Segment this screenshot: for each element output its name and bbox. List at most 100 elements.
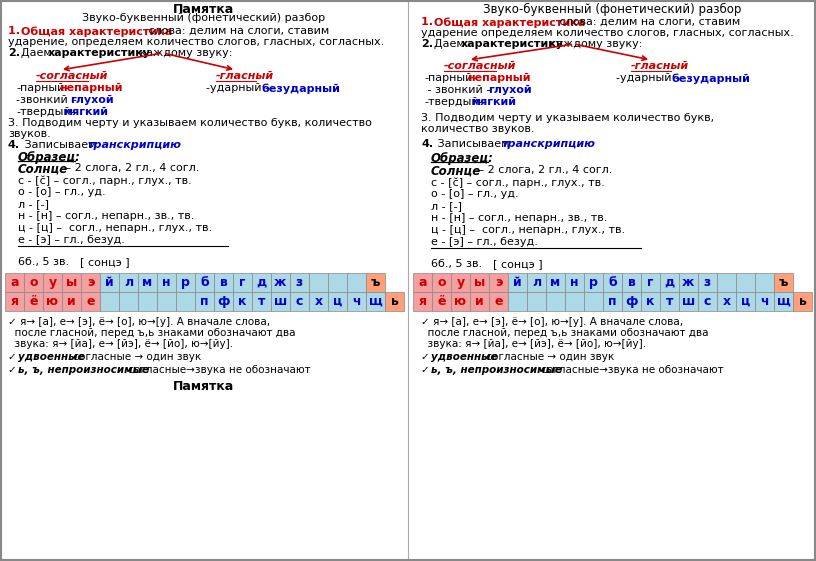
Text: т: т <box>258 295 265 308</box>
Text: глухой: глухой <box>488 85 532 95</box>
Text: Образец:: Образец: <box>18 151 81 164</box>
Text: слова: делим на слоги, ставим: слова: делим на слоги, ставим <box>145 26 329 36</box>
Text: с - [с̆] – согл., парн., глух., тв.: с - [с̆] – согл., парн., глух., тв. <box>18 175 192 186</box>
Bar <box>328 273 347 292</box>
Text: х: х <box>314 295 322 308</box>
Text: ы: ы <box>474 276 486 289</box>
Bar <box>774 273 793 292</box>
Bar <box>432 292 451 311</box>
Text: 3. Подводим черту и указываем количество букв, количество: 3. Подводим черту и указываем количество… <box>8 118 372 128</box>
Bar <box>24 292 43 311</box>
Bar <box>214 273 233 292</box>
Text: н - [н] – согл., непарн., зв., тв.: н - [н] – согл., непарн., зв., тв. <box>431 213 607 223</box>
Text: Звуко-буквенный (фонетический) разбор: Звуко-буквенный (фонетический) разбор <box>82 13 326 23</box>
Bar <box>138 273 157 292</box>
Text: характеристику: характеристику <box>461 39 564 49</box>
Text: согласные → один звук: согласные → один звук <box>70 352 202 362</box>
Text: к: к <box>238 295 246 308</box>
Text: й: й <box>105 276 113 289</box>
Text: Образец:: Образец: <box>431 152 494 165</box>
Bar <box>755 292 774 311</box>
Bar <box>451 292 470 311</box>
Text: 4.: 4. <box>8 140 20 150</box>
Bar <box>100 292 119 311</box>
Text: ✓: ✓ <box>8 365 20 375</box>
Bar <box>565 292 584 311</box>
Text: 2.: 2. <box>8 48 20 58</box>
Text: 3. Подводим черту и указываем количество букв,: 3. Подводим черту и указываем количество… <box>421 113 714 123</box>
Text: -твердый-: -твердый- <box>16 107 74 117</box>
Text: ь: ь <box>799 295 806 308</box>
Bar <box>546 292 565 311</box>
Text: Общая характеристика: Общая характеристика <box>434 17 585 27</box>
Bar <box>470 273 489 292</box>
Text: Записываем: Записываем <box>21 140 100 150</box>
Bar <box>195 292 214 311</box>
Text: ё: ё <box>437 295 446 308</box>
Text: ж: ж <box>682 276 694 289</box>
Text: г: г <box>239 276 246 289</box>
Text: ✓: ✓ <box>421 365 433 375</box>
Text: ш: ш <box>274 295 287 308</box>
Bar <box>717 273 736 292</box>
Text: м: м <box>551 276 561 289</box>
Text: й: й <box>513 276 521 289</box>
Bar <box>100 273 119 292</box>
Text: -парный-: -парный- <box>16 83 69 93</box>
Text: -гласный: -гласный <box>631 61 690 71</box>
Text: г: г <box>647 276 654 289</box>
Text: у: у <box>456 276 464 289</box>
Bar <box>271 292 290 311</box>
Text: 1.: 1. <box>421 17 437 27</box>
Text: звука: я→ [йа], е→ [йэ], ё→ [йо], ю→[йу].: звука: я→ [йа], е→ [йэ], ё→ [йо], ю→[йу]… <box>421 339 646 349</box>
Bar <box>736 292 755 311</box>
Bar <box>366 273 385 292</box>
Text: ъ: ъ <box>778 276 788 289</box>
Text: ь, ъ, непроизносимые: ь, ъ, непроизносимые <box>431 365 562 375</box>
Bar <box>603 273 622 292</box>
Text: безударный: безударный <box>261 83 340 94</box>
Text: о: о <box>29 276 38 289</box>
Text: н - [н] – согл., непарн., зв., тв.: н - [н] – согл., непарн., зв., тв. <box>18 211 194 221</box>
Text: р: р <box>181 276 190 289</box>
Bar <box>660 292 679 311</box>
Text: ф: ф <box>217 295 230 308</box>
Text: ъ: ъ <box>370 276 380 289</box>
Text: ш: ш <box>682 295 695 308</box>
Text: Даем: Даем <box>21 48 55 58</box>
Text: о - [о] – гл., уд.: о - [о] – гл., уд. <box>431 189 519 199</box>
Text: ю: ю <box>455 295 467 308</box>
Text: ч: ч <box>761 295 769 308</box>
Text: ч: ч <box>353 295 361 308</box>
Bar <box>5 273 24 292</box>
Text: -согласный: -согласный <box>444 61 517 71</box>
Text: у: у <box>48 276 56 289</box>
Text: ы: ы <box>66 276 78 289</box>
Bar <box>679 292 698 311</box>
Text: р: р <box>589 276 598 289</box>
Bar <box>119 273 138 292</box>
Bar <box>62 273 81 292</box>
Text: Памятка: Памятка <box>173 3 235 16</box>
Bar <box>413 273 432 292</box>
Text: н: н <box>162 276 171 289</box>
Text: н: н <box>570 276 579 289</box>
Bar <box>271 273 290 292</box>
Bar <box>366 292 385 311</box>
Text: к: к <box>646 295 654 308</box>
Text: ударение, определяем количество слогов, гласных, согласных.: ударение, определяем количество слогов, … <box>8 37 384 47</box>
Bar <box>508 273 527 292</box>
Bar <box>641 292 660 311</box>
Bar <box>470 292 489 311</box>
Bar <box>755 273 774 292</box>
Bar <box>603 292 622 311</box>
Text: е: е <box>86 295 95 308</box>
Text: -ударный -: -ударный - <box>206 83 273 93</box>
Text: непарный: непарный <box>59 83 122 93</box>
Text: д: д <box>256 276 267 289</box>
Text: Солнце: Солнце <box>431 165 481 178</box>
Text: звука: я→ [йа], е→ [йэ], ё→ [йо], ю→[йу].: звука: я→ [йа], е→ [йэ], ё→ [йо], ю→[йу]… <box>8 339 233 349</box>
Text: а: а <box>419 276 427 289</box>
Bar <box>527 273 546 292</box>
Bar <box>290 292 309 311</box>
